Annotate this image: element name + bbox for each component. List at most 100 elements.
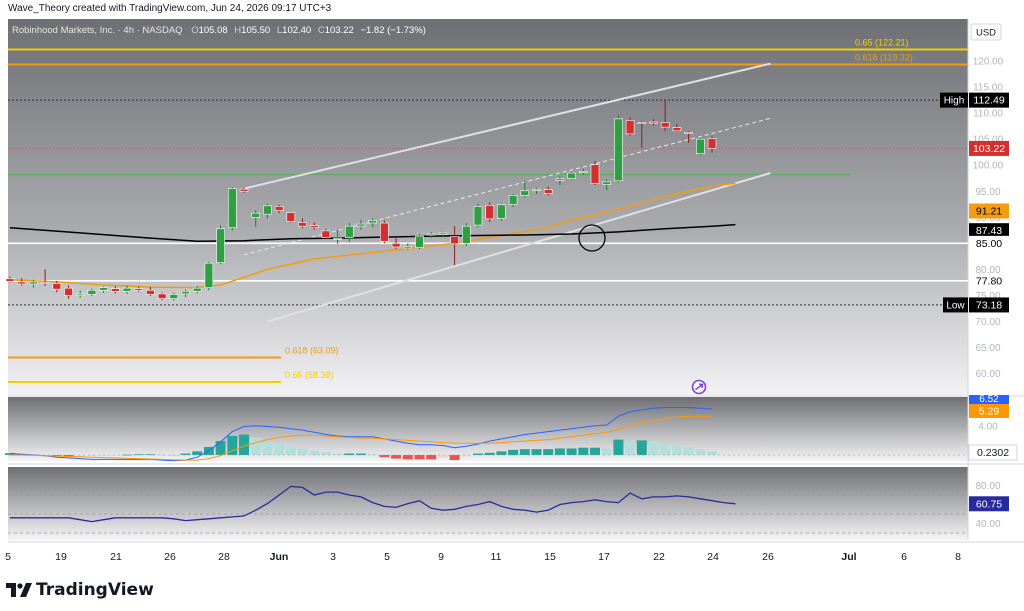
candle-body — [380, 222, 389, 242]
candle-body — [637, 122, 647, 124]
candle-body — [578, 171, 588, 173]
fib-level-label: 0.618 (119.32) — [855, 53, 913, 63]
legend-change: −1.82 (−1.73%) — [360, 25, 426, 36]
macd-histogram-bar — [636, 440, 647, 455]
ema-price-tag-text: 91.21 — [976, 205, 1002, 217]
macd-histogram-bar — [496, 451, 507, 455]
candle-body — [625, 120, 635, 135]
macd-histogram-bar — [86, 454, 97, 457]
macd-histogram-bar — [683, 446, 694, 455]
macd-histogram-bar — [180, 453, 191, 455]
macd-histogram-bar — [250, 437, 261, 455]
candle-body — [461, 225, 471, 244]
tradingview-logo-text: TradingView — [36, 580, 154, 600]
macd-histogram-bar — [285, 446, 296, 455]
rsi-tick-label: 80.00 — [975, 481, 1000, 492]
candle-body — [5, 278, 15, 282]
level-85-tag — [969, 235, 1009, 251]
annotation-circle — [578, 224, 606, 252]
macd-histogram-bar — [320, 452, 331, 455]
time-tick-label: 8 — [955, 551, 961, 563]
currency-label: USD — [976, 28, 996, 39]
time-tick-label: 6 — [901, 551, 907, 563]
channel-upper-line — [243, 62, 771, 190]
ema-price-tag — [969, 203, 1009, 219]
macd-histogram-bar — [391, 454, 402, 459]
macd-histogram-bar — [274, 444, 285, 455]
macd-histogram-bar — [707, 451, 717, 455]
candle-body — [590, 164, 600, 184]
candle-body — [473, 206, 483, 226]
price-tick-label: 115.00 — [973, 83, 1003, 94]
macd-tick-label: 4.00 — [978, 421, 998, 432]
macd-histogram-bar — [379, 454, 390, 458]
price-tick-label: 75.00 — [975, 291, 1000, 302]
currency-button[interactable] — [970, 23, 1002, 41]
candle-body — [450, 236, 459, 245]
time-tick-label: 17 — [598, 551, 610, 563]
price-tick-label: 105.00 — [973, 135, 1004, 146]
candle-body — [391, 243, 401, 248]
level-7780-tag-text: 77.80 — [976, 275, 1002, 287]
price-tick-label: 65.00 — [975, 343, 1000, 354]
fib-level-label: 0.65 (122.21) — [855, 37, 909, 47]
macd-histogram-bar — [122, 454, 132, 456]
candle-body — [426, 233, 436, 236]
fib-level-label: 0.618 (63.09) — [285, 346, 339, 356]
candle-body — [17, 281, 27, 285]
legend-high-label: H — [234, 25, 241, 36]
macd-histogram-bar — [508, 449, 519, 455]
macd-histogram-bar — [484, 452, 495, 455]
replay-icon[interactable] — [691, 379, 707, 395]
rsi-value-tag-text: 60.75 — [976, 498, 1002, 510]
histogram-value-tag-text: 0.2302 — [977, 447, 1009, 459]
candle-body — [192, 287, 202, 292]
fib-level-label: 0.65 (58.38) — [285, 370, 334, 380]
macd-signal-line — [10, 415, 712, 461]
signal-value-tag — [969, 404, 1009, 418]
legend-close: 103.22 — [325, 25, 354, 36]
macd-histogram-bar — [297, 448, 308, 455]
macd-value-tag-text: 6.52 — [979, 394, 999, 405]
tradingview-logo[interactable]: TradingView — [6, 580, 154, 600]
macd-histogram-bar — [695, 449, 706, 455]
macd-histogram-bar — [449, 454, 460, 461]
macd-histogram-bar — [402, 454, 413, 460]
macd-histogram-bar — [461, 454, 472, 457]
high-tag — [969, 92, 1009, 108]
low-tag-label-bg — [943, 297, 968, 313]
ema-line — [9, 182, 736, 289]
candle-body — [333, 237, 342, 240]
candle-body — [649, 121, 658, 124]
candle-body — [169, 294, 179, 299]
legend-low: 102.40 — [282, 25, 311, 36]
macd-histogram-bar — [414, 454, 425, 460]
candle-body — [707, 138, 717, 149]
rsi-value-tag — [969, 496, 1009, 512]
candle-body — [228, 188, 237, 229]
candle-body — [356, 223, 366, 227]
sma-price-tag — [969, 223, 1009, 239]
candle-body — [497, 204, 506, 219]
candle-body — [415, 235, 424, 248]
macd-histogram-bar — [566, 448, 577, 455]
macd-histogram-bar — [473, 453, 483, 455]
macd-histogram-bar — [5, 453, 15, 455]
time-tick-label: 9 — [438, 551, 444, 563]
macd-histogram-bar — [344, 453, 355, 455]
candle-body — [555, 178, 565, 181]
candle-body — [567, 172, 576, 179]
candle-body — [660, 122, 670, 128]
low-tag-text: 73.18 — [976, 299, 1002, 311]
macd-histogram-bar — [239, 434, 249, 455]
macd-histogram-bar — [601, 448, 612, 455]
candle-body — [274, 206, 284, 211]
candle-body — [263, 205, 272, 215]
candle-body — [695, 138, 705, 155]
rsi-line — [10, 485, 736, 523]
candle-body — [204, 262, 214, 288]
axes: 60.0065.0070.0075.0080.0085.0090.0095.00… — [5, 57, 1018, 563]
candle-body — [29, 281, 38, 285]
price-tick-label: 100.00 — [973, 161, 1004, 172]
